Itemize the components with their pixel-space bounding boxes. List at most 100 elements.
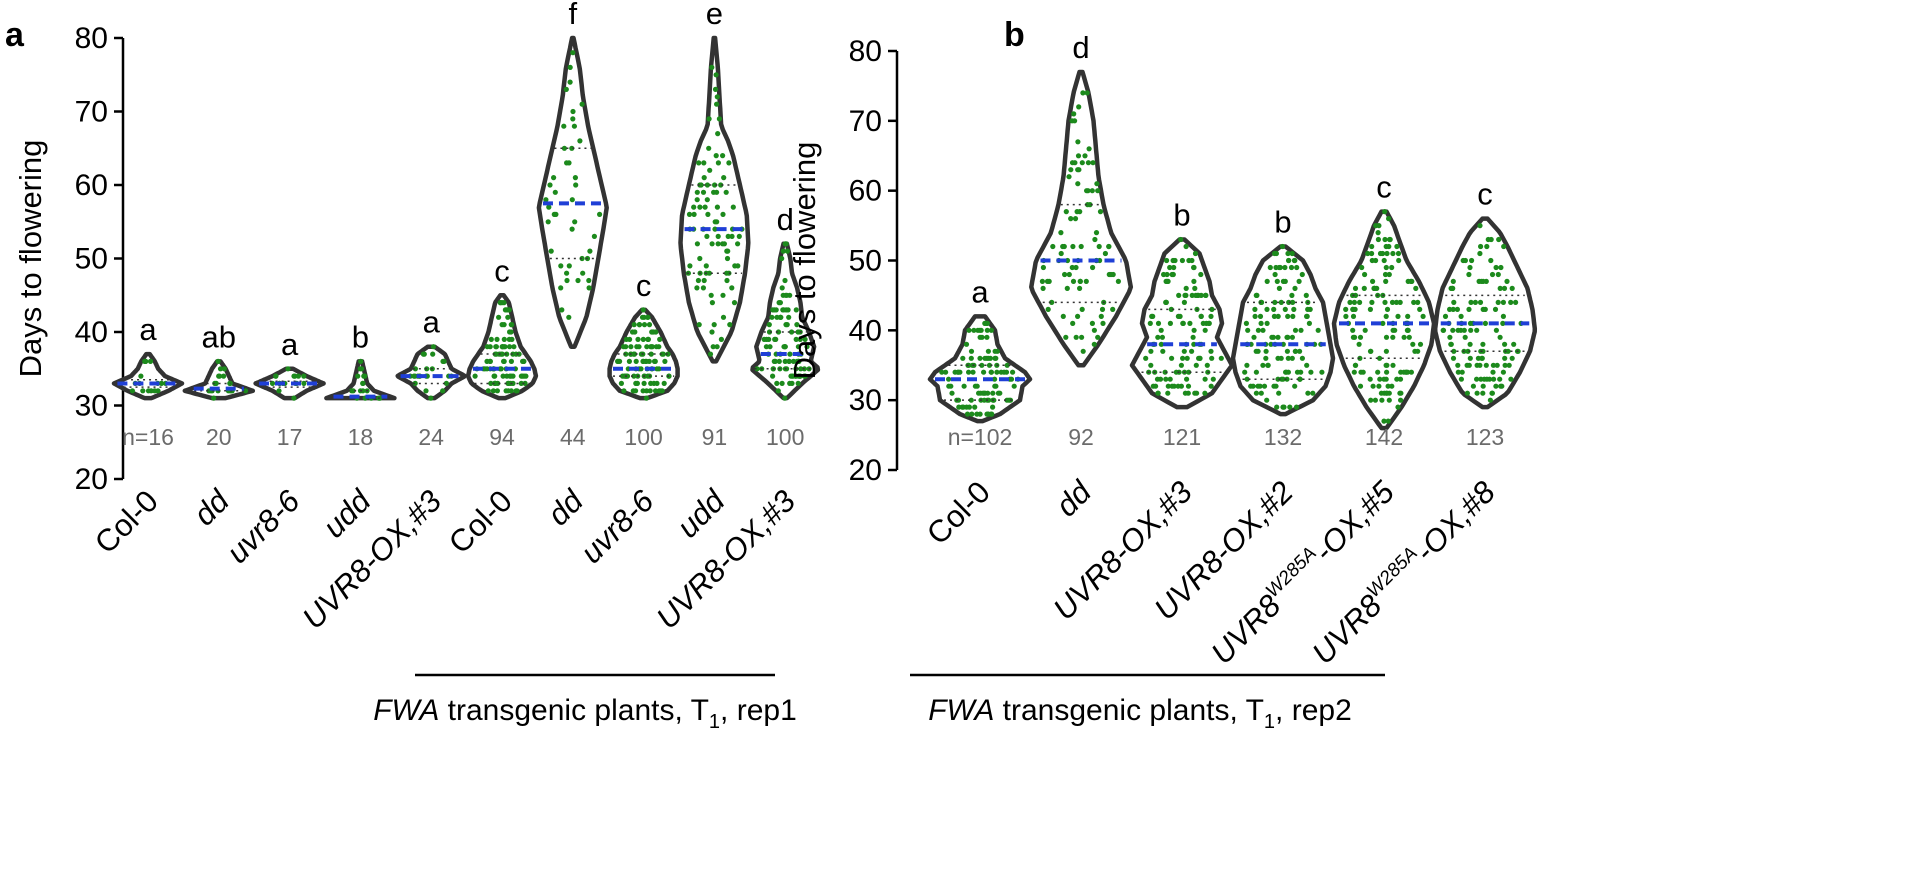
data-point	[1068, 216, 1074, 222]
data-point	[1390, 250, 1396, 257]
violin	[1230, 243, 1336, 417]
data-point	[1279, 243, 1286, 250]
data-point	[1163, 376, 1169, 382]
data-point	[561, 123, 567, 129]
data-point	[1373, 223, 1379, 229]
data-point	[1350, 313, 1357, 319]
group-label: FWA transgenic plants, T1, rep2	[928, 694, 1352, 733]
data-point	[713, 72, 719, 78]
data-point	[1258, 390, 1264, 396]
data-point	[995, 390, 1002, 396]
data-point	[1480, 341, 1486, 347]
data-point	[1477, 299, 1484, 305]
data-point	[636, 344, 642, 350]
significance-letter: f	[568, 0, 577, 31]
data-point	[657, 336, 663, 342]
data-point	[1176, 292, 1182, 298]
data-point	[706, 145, 712, 151]
data-point	[1406, 334, 1412, 340]
data-point	[1202, 327, 1208, 333]
data-point	[1450, 278, 1456, 284]
data-point	[1501, 285, 1508, 291]
data-point	[943, 369, 949, 375]
data-point	[1049, 299, 1055, 305]
data-point	[1474, 327, 1480, 333]
data-point	[1191, 327, 1197, 333]
data-point	[1163, 278, 1169, 284]
data-point	[633, 388, 639, 394]
data-point	[1079, 160, 1085, 166]
data-point	[1382, 299, 1388, 305]
data-point	[1180, 320, 1186, 326]
data-point	[1486, 376, 1493, 382]
data-point	[1493, 264, 1499, 271]
data-point	[1299, 271, 1305, 278]
data-point	[1185, 383, 1192, 389]
data-point	[496, 314, 502, 320]
data-point	[1357, 355, 1363, 361]
data-point	[412, 366, 418, 372]
data-point	[1308, 369, 1314, 375]
data-point	[1390, 334, 1396, 340]
data-point	[152, 388, 158, 394]
data-point	[1181, 299, 1187, 305]
data-point	[1068, 167, 1074, 173]
y-tick-label: 30	[849, 384, 882, 417]
data-point	[706, 116, 712, 122]
data-point	[1380, 320, 1386, 326]
data-point	[709, 300, 716, 306]
data-point	[558, 263, 564, 269]
data-point	[1279, 376, 1285, 382]
data-point	[1382, 271, 1389, 278]
data-point	[766, 336, 772, 342]
data-point	[718, 336, 725, 342]
data-point	[711, 189, 717, 195]
data-point	[793, 307, 799, 313]
data-point	[723, 189, 729, 195]
violin	[465, 293, 539, 401]
data-point	[580, 270, 586, 276]
data-point	[1010, 369, 1016, 375]
data-point	[1173, 369, 1179, 375]
data-point	[1440, 327, 1446, 333]
data-point	[1286, 299, 1292, 305]
data-point	[782, 395, 788, 401]
data-point	[1258, 320, 1264, 326]
data-point	[1397, 299, 1403, 305]
data-point	[705, 211, 711, 217]
data-point	[1186, 369, 1192, 375]
data-point	[1285, 355, 1291, 361]
data-point	[787, 380, 793, 386]
data-point	[712, 86, 719, 92]
data-point	[775, 388, 781, 394]
data-point	[1401, 334, 1407, 340]
data-point	[710, 344, 716, 350]
violin-outline	[678, 35, 751, 364]
n-label: 18	[348, 424, 374, 450]
data-point	[1398, 390, 1404, 396]
data-point	[1383, 278, 1389, 284]
data-point	[1253, 369, 1259, 375]
data-point	[217, 366, 224, 372]
data-point	[786, 314, 792, 320]
data-point	[656, 366, 662, 372]
data-point	[735, 263, 741, 269]
data-point	[1158, 327, 1164, 333]
data-point	[1172, 257, 1178, 264]
data-point	[1448, 285, 1454, 291]
violin-outline	[536, 35, 609, 349]
y-tick-label: 80	[75, 22, 108, 55]
data-point	[1099, 306, 1106, 312]
data-point	[1361, 285, 1367, 291]
data-point	[720, 153, 726, 159]
data-point	[1074, 209, 1080, 215]
data-point	[1499, 383, 1505, 389]
data-point	[1450, 355, 1457, 361]
data-point	[1278, 355, 1284, 361]
data-point	[516, 351, 522, 357]
data-point	[577, 138, 583, 144]
data-point	[227, 380, 233, 386]
data-point	[773, 307, 779, 313]
data-point	[1494, 362, 1500, 368]
data-point	[978, 327, 984, 333]
